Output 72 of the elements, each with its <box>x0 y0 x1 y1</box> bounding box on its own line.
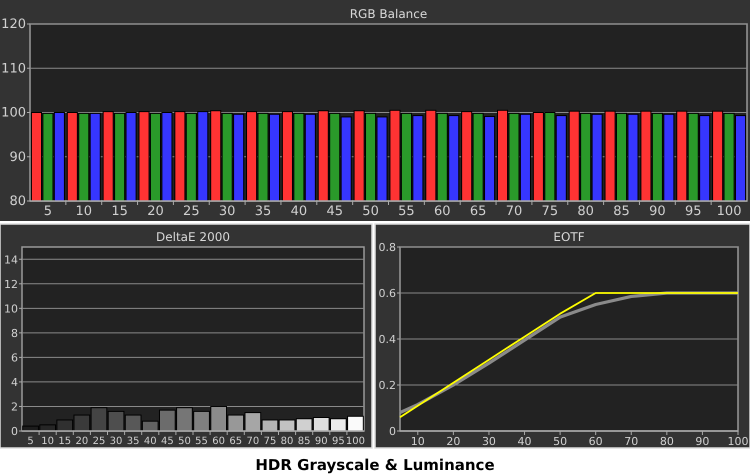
y-tick-label: 12 <box>4 278 18 291</box>
y-tick-label: 6 <box>11 351 18 364</box>
x-tick-label: 100 <box>728 435 748 448</box>
x-tick-label: 90 <box>314 436 328 447</box>
y-tick-label: 0.6 <box>378 287 396 300</box>
x-tick-label: 45 <box>160 436 174 447</box>
y-tick-label: 8 <box>11 326 18 340</box>
y-tick-label: 0.8 <box>378 241 396 254</box>
x-tick-label: 30 <box>218 204 236 219</box>
x-tick-label: 30 <box>110 436 122 447</box>
x-tick-label: 55 <box>195 436 208 447</box>
y-tick-label: 120 <box>1 17 26 32</box>
y-tick-label: 110 <box>1 61 26 76</box>
x-tick-label: 75 <box>264 436 276 447</box>
y-tick-label: 0.2 <box>378 379 396 392</box>
text: HDR Grayscale & Luminance <box>255 456 495 474</box>
x-tick-label: 20 <box>147 204 164 219</box>
x-tick-label: 25 <box>183 204 200 219</box>
x-tick-label: 35 <box>254 204 272 219</box>
x-tick-label: 70 <box>624 435 638 448</box>
y-tick-label: 100 <box>1 106 26 120</box>
y-tick-label: 90 <box>9 150 26 165</box>
x-tick-label: 15 <box>58 436 72 447</box>
x-tick-label: 25 <box>92 436 106 447</box>
x-tick-label: 35 <box>126 436 140 447</box>
x-tick-label: 40 <box>144 436 157 447</box>
x-tick-label: 85 <box>613 204 630 219</box>
y-tick-label: 10 <box>4 302 18 316</box>
x-tick-label: 5 <box>27 436 34 447</box>
x-tick-label: 65 <box>470 204 486 219</box>
x-tick-label: 70 <box>246 436 260 447</box>
x-tick-label: 45 <box>326 204 343 219</box>
x-tick-label: 100 <box>716 204 742 219</box>
y-tick-label: 80 <box>9 194 26 209</box>
y-tick-label: 2 <box>11 400 18 414</box>
chart-title: EOTF <box>553 230 585 244</box>
x-tick-label: 65 <box>229 436 242 447</box>
x-tick-label: 50 <box>178 436 191 447</box>
x-tick-label: 85 <box>298 436 311 447</box>
x-tick-label: 95 <box>332 436 345 447</box>
x-tick-label: 20 <box>446 435 460 448</box>
x-tick-label: 40 <box>518 435 532 448</box>
x-tick-label: 60 <box>588 435 603 448</box>
x-tick-label: 40 <box>290 204 308 219</box>
y-tick-label: 14 <box>4 253 18 266</box>
x-tick-label: 60 <box>212 436 226 447</box>
x-tick-label: 60 <box>434 204 451 219</box>
y-tick-label: 0.4 <box>378 333 396 346</box>
y-tick-label: 4 <box>11 376 18 389</box>
chart-title: RGB Balance <box>350 7 428 21</box>
y-tick-label: 0 <box>389 425 396 438</box>
x-tick-label: 5 <box>44 204 52 219</box>
x-tick-label: 55 <box>398 204 415 219</box>
x-tick-label: 10 <box>410 435 425 448</box>
x-tick-label: 90 <box>695 435 710 448</box>
x-tick-label: 100 <box>346 436 365 447</box>
x-tick-label: 80 <box>577 204 594 219</box>
x-tick-label: 15 <box>111 204 128 219</box>
x-tick-label: 80 <box>280 436 294 447</box>
x-tick-label: 75 <box>542 204 558 219</box>
chart-title: DeltaE 2000 <box>156 230 230 244</box>
x-tick-label: 10 <box>76 204 92 219</box>
x-tick-label: 20 <box>75 436 88 447</box>
x-tick-label: 70 <box>506 204 522 219</box>
x-tick-label: 50 <box>553 435 568 448</box>
y-tick-label: 0 <box>11 425 18 438</box>
x-tick-label: 80 <box>660 435 674 448</box>
x-tick-label: 90 <box>649 204 666 219</box>
x-tick-label: 30 <box>482 435 496 448</box>
x-tick-label: 95 <box>684 204 702 219</box>
x-tick-label: 50 <box>362 204 379 219</box>
x-tick-label: 10 <box>41 436 54 447</box>
